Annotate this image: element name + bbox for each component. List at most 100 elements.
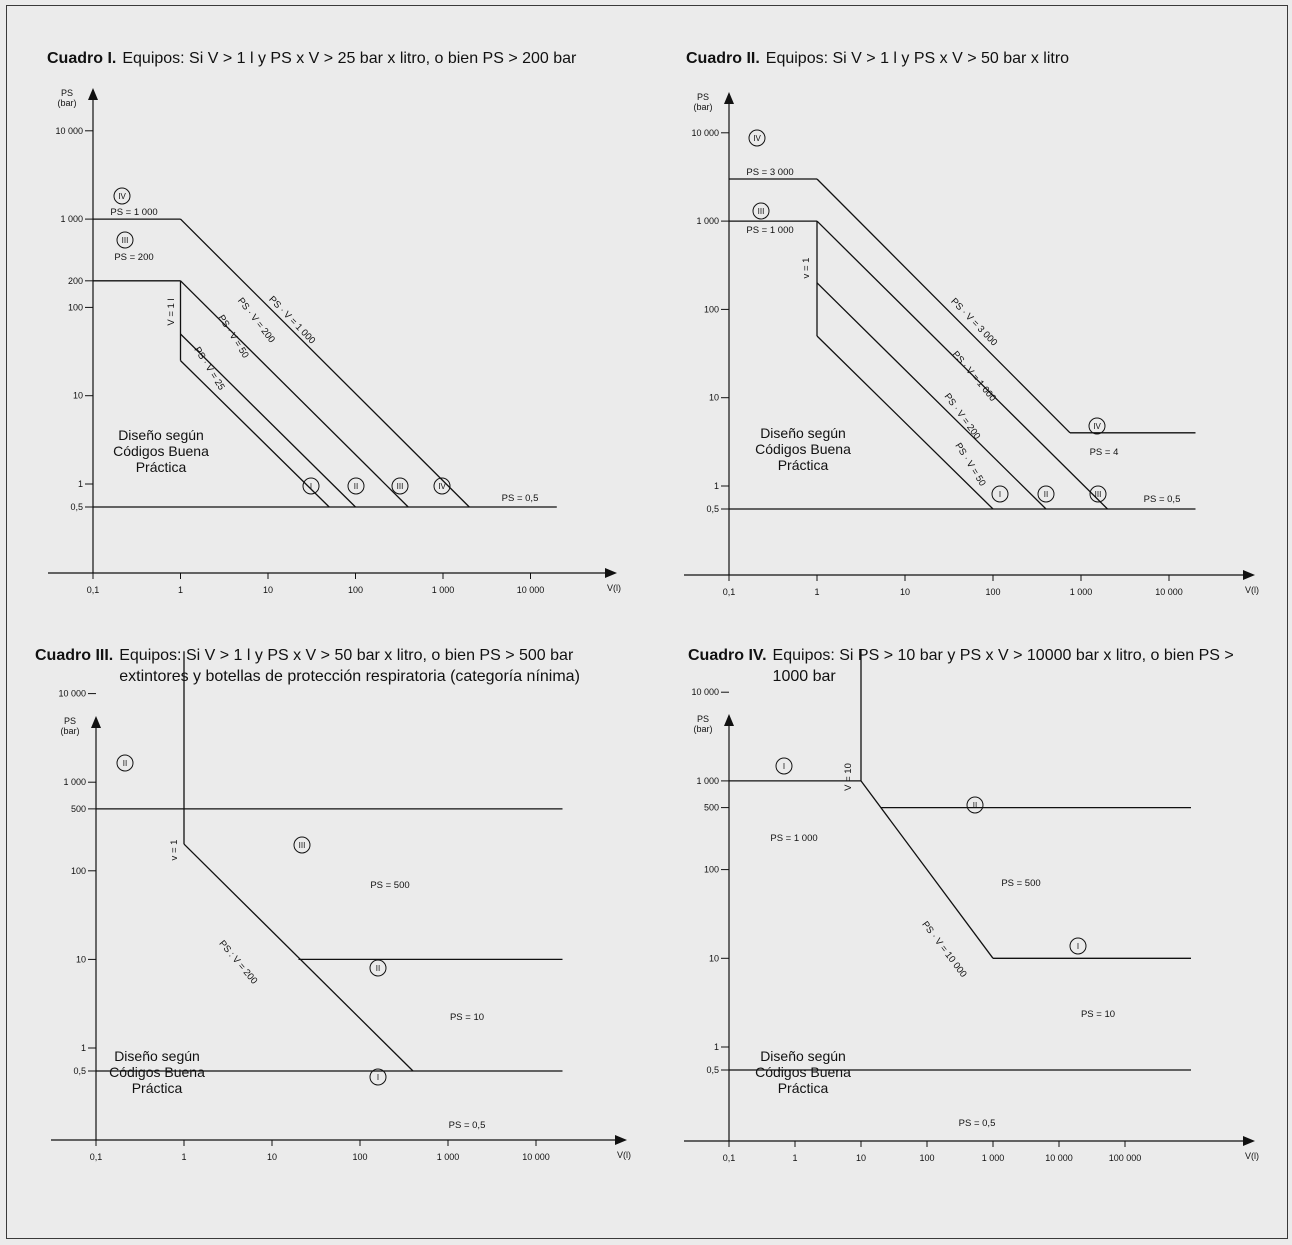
caption-cuadro-2: Cuadro II. Equipos: Si V > 1 l y PS x V … <box>686 48 1266 69</box>
category-label: III <box>758 207 765 216</box>
x-tick-label: 1 000 <box>437 1152 460 1162</box>
category-label: III <box>397 482 404 491</box>
y-tick-label: 1 <box>78 479 83 489</box>
y-tick-label: 1 000 <box>696 776 719 786</box>
category-label: IV <box>753 134 761 143</box>
y-tick-label: 10 <box>76 954 86 964</box>
x-tick-label: 1 <box>814 587 819 597</box>
y-tick-label: 0,5 <box>706 504 719 514</box>
category-marker <box>116 231 134 249</box>
x-tick-label: 0,1 <box>723 1153 736 1163</box>
y-axis-unit: (bar) <box>693 102 712 112</box>
series-label: PS = 500 <box>370 880 409 891</box>
y-axis-label: PS <box>697 92 709 102</box>
category-marker <box>113 187 131 205</box>
x-tick-label: 10 <box>900 587 910 597</box>
x-tick-label: 10 <box>856 1153 866 1163</box>
category-label: II <box>354 482 358 491</box>
y-tick-label: 200 <box>68 276 83 286</box>
y-tick-label: 1 <box>714 1042 719 1052</box>
category-marker <box>1089 485 1107 503</box>
caption-cuadro-3: Cuadro III. Equipos: Si V > 1 l y PS x V… <box>35 645 620 687</box>
x-tick-label: 10 <box>263 585 273 595</box>
x-tick-label: 10 000 <box>1155 587 1183 597</box>
region-label: Diseño según <box>114 1048 200 1064</box>
region-label: Códigos Buena <box>113 443 209 459</box>
series-line <box>180 360 330 508</box>
region-label: Práctica <box>778 1080 829 1096</box>
figure-frame <box>6 5 1288 1239</box>
category-label: II <box>1044 490 1048 499</box>
category-label: III <box>299 841 306 850</box>
x-tick-label: 1 000 <box>982 1153 1005 1163</box>
caption-text: Equipos: Si V > 1 l y PS x V > 50 bar x … <box>119 647 580 685</box>
series-line <box>816 282 1047 510</box>
series-label: PS = 10 <box>450 1012 484 1023</box>
region-label: Diseño según <box>760 1048 846 1064</box>
x-tick-label: 1 <box>792 1153 797 1163</box>
series-label: PS = 200 <box>114 252 153 263</box>
category-label: IV <box>438 482 446 491</box>
y-tick-label: 100 <box>704 304 719 314</box>
series-label: PS · V = 10 000 <box>919 919 968 979</box>
y-tick-label: 100 <box>704 865 719 875</box>
x-tick-label: 100 000 <box>1109 1153 1142 1163</box>
category-marker <box>752 202 770 220</box>
y-tick-label: 1 <box>81 1043 86 1053</box>
series-line <box>183 843 414 1072</box>
category-marker <box>433 477 451 495</box>
category-marker <box>966 796 984 814</box>
region-label: Códigos Buena <box>755 441 851 457</box>
category-label: II <box>123 759 127 768</box>
category-label: I <box>310 482 312 491</box>
category-marker <box>991 485 1009 503</box>
series-line <box>180 280 409 508</box>
y-tick-label: 10 000 <box>691 687 719 697</box>
y-axis-unit: (bar) <box>693 724 712 734</box>
y-tick-label: 10 000 <box>55 126 83 136</box>
region-label: Práctica <box>132 1080 183 1096</box>
y-tick-label: 1 000 <box>60 214 83 224</box>
series-line <box>816 220 1108 510</box>
category-marker <box>293 836 311 854</box>
y-axis-label: PS <box>697 714 709 724</box>
x-tick-label: 0,1 <box>87 585 100 595</box>
x-tick-label: 100 <box>352 1152 367 1162</box>
series-label: v = 1 <box>169 840 180 861</box>
y-axis-unit: (bar) <box>57 98 76 108</box>
category-label: I <box>999 490 1001 499</box>
x-axis-label: V(l) <box>607 583 621 593</box>
x-axis-arrow <box>605 568 617 578</box>
region-label: Códigos Buena <box>109 1064 205 1080</box>
series-label: PS = 0,5 <box>502 493 539 504</box>
x-tick-label: 1 000 <box>432 585 455 595</box>
series-label: PS = 500 <box>1001 878 1040 889</box>
y-tick-label: 100 <box>68 302 83 312</box>
y-axis-unit: (bar) <box>60 726 79 736</box>
caption-cuadro-4: Cuadro IV. Equipos: Si PS > 10 bar y PS … <box>688 645 1268 687</box>
caption-title: Cuadro II. <box>686 50 760 67</box>
y-tick-label: 0,5 <box>73 1066 86 1076</box>
caption-text: Equipos: Si V > 1 l y PS x V > 25 bar x … <box>122 50 577 67</box>
series-label: v = 1 <box>801 258 812 279</box>
category-marker <box>391 477 409 495</box>
series-label: V = 10 <box>843 763 854 791</box>
category-label: III <box>122 236 129 245</box>
category-marker <box>347 477 365 495</box>
category-label: III <box>1095 490 1102 499</box>
caption-cuadro-1: Cuadro I. Equipos: Si V > 1 l y PS x V >… <box>47 48 627 69</box>
y-axis-arrow <box>724 92 734 104</box>
y-tick-label: 10 <box>709 953 719 963</box>
y-tick-label: 10 000 <box>691 128 719 138</box>
caption-title: Cuadro I. <box>47 50 117 67</box>
series-line <box>816 178 1071 434</box>
y-axis-arrow <box>88 88 98 100</box>
y-tick-label: 0,5 <box>70 502 83 512</box>
region-label: Práctica <box>778 457 829 473</box>
category-marker <box>369 959 387 977</box>
caption-title: Cuadro IV. <box>688 647 767 664</box>
series-label: PS = 0,5 <box>959 1118 996 1129</box>
